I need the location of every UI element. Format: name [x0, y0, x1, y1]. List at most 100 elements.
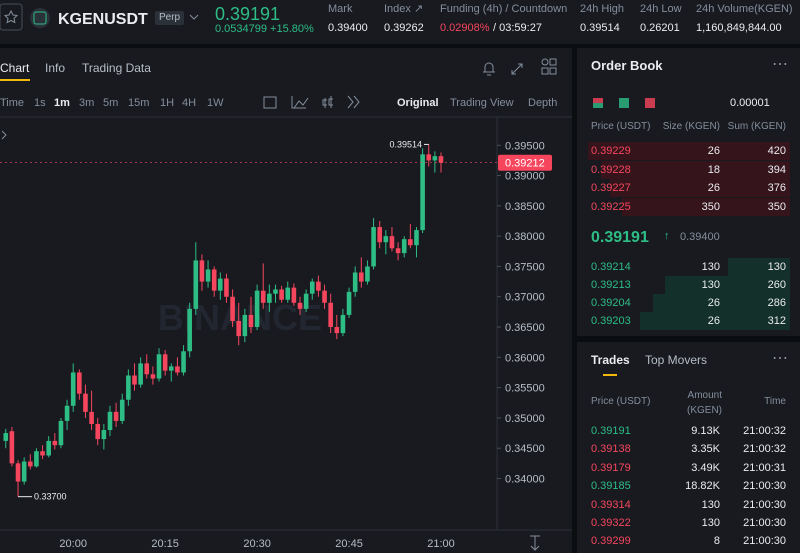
interval-option[interactable]: 1s: [34, 97, 46, 109]
trade-amount: 8: [713, 535, 720, 548]
trade-time: 21:00:30: [743, 480, 786, 493]
y-tick-label: 0.39000: [505, 171, 545, 183]
chart-tab[interactable]: Trading Data: [82, 61, 151, 75]
candle-body: [236, 320, 242, 337]
y-tick-label: 0.37000: [505, 292, 545, 304]
book-price: 0.39204: [591, 297, 631, 309]
book-price: 0.39228: [591, 163, 631, 176]
candle-body: [70, 372, 76, 406]
interval-option[interactable]: 4H: [182, 97, 197, 109]
candle-body: [414, 230, 419, 246]
interval-option[interactable]: 5m: [103, 97, 119, 109]
stat-value: 0.39514: [580, 22, 620, 34]
x-tick-label: 20:15: [151, 538, 179, 550]
tab-underline: [603, 374, 617, 376]
interval-option[interactable]: 15m: [128, 97, 150, 109]
more-menu[interactable]: ⋯: [772, 350, 788, 367]
book-layout-icon[interactable]: [593, 98, 603, 108]
candle-body: [359, 272, 364, 282]
candle-body: [291, 287, 297, 303]
collapse-arrow[interactable]: [1, 130, 7, 140]
view-option[interactable]: Trading View: [450, 97, 514, 109]
trades-tab[interactable]: Trades: [591, 353, 630, 367]
candle-body: [211, 269, 217, 291]
book-sum: 312: [767, 315, 786, 327]
candle-body: [395, 248, 401, 254]
candle-body: [408, 239, 413, 246]
interval-option[interactable]: 1H: [160, 97, 175, 109]
book-size: 26: [707, 182, 720, 194]
symbol-dropdown[interactable]: [189, 14, 199, 20]
candle-body: [101, 430, 107, 440]
candle-body: [371, 227, 376, 267]
trades-panel: [577, 342, 800, 553]
interval-option[interactable]: Time: [0, 97, 25, 109]
stat-countdown: / 03:59:27: [493, 22, 542, 34]
depth-bar: [588, 142, 790, 160]
column-header: Sum (KGEN): [727, 121, 786, 132]
chart-tab[interactable]: Chart: [0, 61, 30, 75]
y-tick-label: 0.36500: [505, 322, 545, 334]
trade-price: 0.39191: [591, 425, 631, 437]
trade-amount: 130: [701, 498, 720, 511]
candle-body: [438, 156, 444, 163]
trade-amount: 130: [701, 517, 720, 529]
candle-body: [113, 411, 119, 421]
trade-amount: 3.35K: [691, 443, 720, 456]
chart-tools[interactable]: [263, 95, 360, 109]
interval-option[interactable]: 3m: [79, 97, 95, 109]
candle-body: [34, 451, 39, 467]
book-sum: 260: [767, 279, 786, 291]
book-price: 0.39213: [591, 279, 631, 291]
candle-body: [328, 302, 333, 328]
book-size: 26: [707, 315, 720, 327]
mark-price: 0.39400: [680, 231, 720, 243]
favorite-button[interactable]: [0, 3, 23, 31]
chart-tab[interactable]: Info: [45, 61, 66, 75]
y-tick-label: 0.35500: [505, 383, 545, 395]
layout-icon[interactable]: [541, 58, 557, 75]
contract-badge: Perp: [155, 11, 185, 25]
candle-body: [230, 296, 235, 321]
trade-time: 21:00:32: [743, 443, 786, 456]
view-option[interactable]: Depth: [528, 97, 558, 109]
book-price: 0.39203: [591, 315, 631, 327]
trade-amount: 18.82K: [685, 480, 720, 493]
candle-body: [126, 375, 131, 400]
candle-body: [89, 411, 94, 424]
scroll-to-latest[interactable]: [530, 535, 540, 551]
symbol: KGENUSDT: [58, 11, 148, 28]
column-header: Price (USDT): [591, 121, 651, 132]
depth-bar: [652, 294, 790, 312]
view-option[interactable]: Original: [397, 97, 439, 109]
star-icon: [3, 9, 19, 24]
stat-label: Funding (4h) / Countdown: [440, 3, 568, 15]
book-size: 18: [707, 163, 720, 176]
trades-tab[interactable]: Top Movers: [645, 353, 708, 367]
candle-body: [21, 461, 27, 482]
fullscreen-icon[interactable]: [511, 63, 523, 75]
book-layout-icon[interactable]: [645, 98, 655, 108]
candle-body: [144, 363, 150, 375]
column-header: Amount (KGEN): [687, 390, 722, 416]
candle-body: [334, 327, 340, 334]
y-tick-label: 0.34000: [505, 474, 545, 486]
price-change: 0.0534799 +15.80%: [215, 23, 314, 35]
alert-icon[interactable]: [483, 62, 495, 76]
more-menu[interactable]: ⋯: [772, 56, 788, 73]
candle-body: [119, 399, 125, 421]
stat-label: Mark: [328, 3, 353, 15]
interval-option[interactable]: 1W: [207, 97, 224, 109]
x-tick-label: 20:30: [243, 538, 271, 550]
book-layout-icon[interactable]: [619, 98, 629, 108]
book-sum: 376: [767, 182, 786, 194]
trade-price: 0.39299: [591, 535, 631, 548]
candle-body: [273, 289, 278, 294]
candle-body: [52, 440, 58, 446]
y-tick-label: 0.38000: [505, 231, 545, 243]
candle-body: [352, 272, 358, 292]
interval-option[interactable]: 1m: [54, 97, 70, 109]
precision-select[interactable]: 0.00001: [730, 97, 770, 109]
x-tick-label: 21:00: [427, 538, 455, 550]
mid-price: 0.39191: [591, 229, 649, 246]
